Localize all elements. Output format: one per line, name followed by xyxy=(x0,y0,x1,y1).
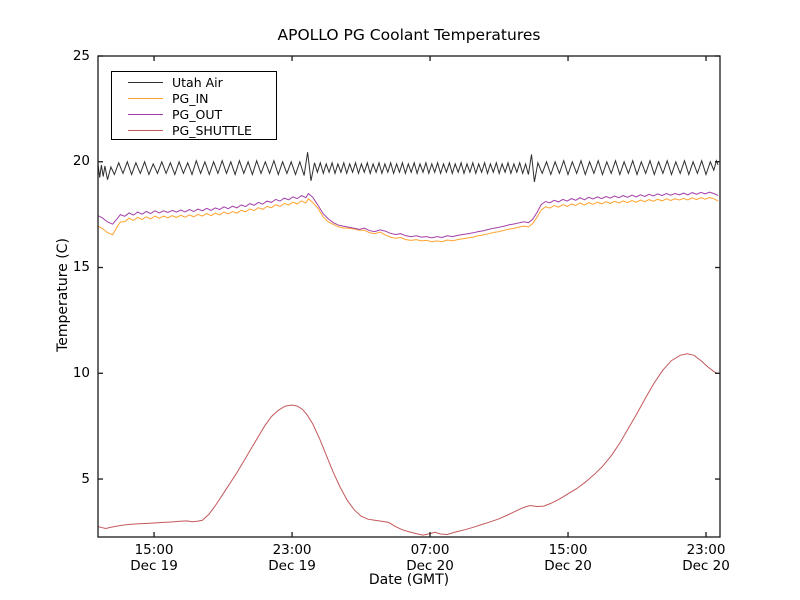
x-tick-label: 15:00 Dec 20 xyxy=(523,542,613,574)
y-tick-label: 15 xyxy=(72,259,90,276)
x-tick-label: 15:00 Dec 19 xyxy=(109,542,199,574)
chart-title: APOLLO PG Coolant Temperatures xyxy=(277,26,541,44)
legend-item: Utah Air xyxy=(112,75,276,91)
legend-line-icon xyxy=(128,98,163,100)
y-tick-label: 25 xyxy=(72,47,90,64)
series-line-pg-out xyxy=(98,191,719,239)
x-tick-label: 23:00 Dec 19 xyxy=(247,542,337,574)
legend: Utah Air PG_IN PG_OUT PG_SHUTTLE xyxy=(111,71,277,140)
x-tick-label: 07:00 Dec 20 xyxy=(385,542,475,574)
legend-item: PG_SHUTTLE xyxy=(112,122,276,138)
legend-label: PG_SHUTTLE xyxy=(172,122,252,138)
legend-line-icon xyxy=(128,129,163,131)
x-tick-time: 15:00 xyxy=(134,542,174,558)
legend-item: PG_IN xyxy=(112,91,276,107)
y-tick-label: 20 xyxy=(72,153,90,170)
series-line-pg-in xyxy=(98,196,719,243)
x-tick-date: Dec 20 xyxy=(406,557,454,574)
legend-line-icon xyxy=(128,113,163,115)
y-tick-label: 5 xyxy=(81,470,90,487)
y-axis-label: Temperature (C) xyxy=(55,238,71,352)
series-line-utah-air xyxy=(98,152,719,182)
series-line-pg-shuttle xyxy=(98,353,719,536)
x-tick-time: 23:00 xyxy=(686,542,726,558)
x-tick-time: 23:00 xyxy=(272,542,312,558)
x-axis-label: Date (GMT) xyxy=(368,572,450,588)
legend-label: Utah Air xyxy=(172,75,223,91)
x-tick-date: Dec 19 xyxy=(130,557,178,574)
y-tick-label: 10 xyxy=(72,364,90,381)
x-tick-label: 23:00 Dec 20 xyxy=(661,542,751,574)
legend-label: PG_IN xyxy=(172,91,209,107)
legend-line-icon xyxy=(128,82,163,84)
legend-item: PG_OUT xyxy=(112,107,276,123)
x-tick-time: 07:00 xyxy=(410,542,450,558)
axes-box xyxy=(97,55,721,538)
x-tick-date: Dec 20 xyxy=(544,557,592,574)
x-tick-date: Dec 20 xyxy=(682,557,730,574)
legend-label: PG_OUT xyxy=(172,106,223,122)
x-tick-date: Dec 19 xyxy=(268,557,316,574)
x-tick-time: 15:00 xyxy=(548,542,588,558)
